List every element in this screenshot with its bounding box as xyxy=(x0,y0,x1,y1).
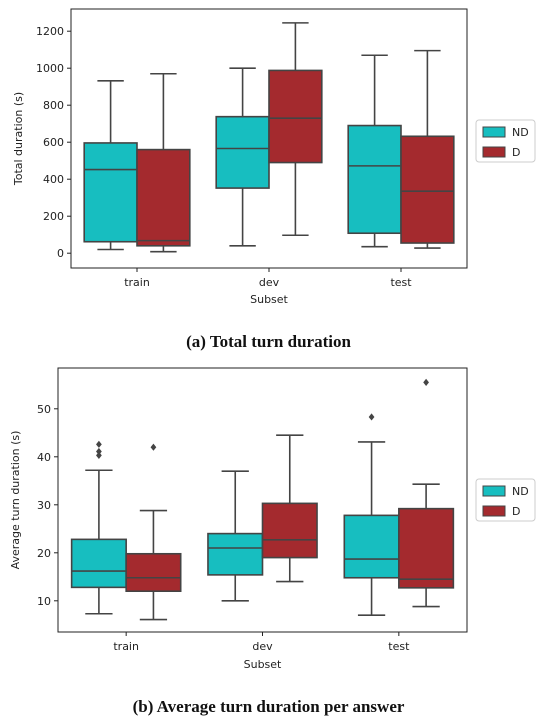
legend: ND D xyxy=(475,119,536,163)
x-tick-label: train xyxy=(124,276,150,289)
chart-panel-1: 0 200 400 600 800 1000 1200 train dev test Subset T… xyxy=(12,8,536,306)
box-body xyxy=(215,115,270,189)
box-ND-dev xyxy=(215,67,270,247)
plot-frame xyxy=(57,367,468,633)
x-tick-label: train xyxy=(113,640,139,653)
outlier-point xyxy=(423,378,429,386)
y-axis-label: Total duration (s) xyxy=(12,92,25,186)
outlier-point xyxy=(150,443,157,451)
box-D-dev xyxy=(268,22,323,237)
legend-label-D: D xyxy=(512,505,520,518)
y-tick-label: 800 xyxy=(43,99,64,112)
y-tick-label: 200 xyxy=(43,210,64,223)
box-D-train xyxy=(136,72,191,253)
x-axis-label: Subset xyxy=(244,658,282,671)
caption-b: (b) Average turn duration per answer xyxy=(132,697,405,716)
box-ND-test xyxy=(343,413,400,617)
caption-a: (a) Total turn duration xyxy=(186,332,351,351)
legend-swatch-D xyxy=(482,146,506,158)
box-body xyxy=(343,514,400,579)
y-tick-label: 1200 xyxy=(36,25,64,38)
legend-swatch-ND xyxy=(482,126,506,138)
box-body xyxy=(125,552,182,593)
box-body xyxy=(400,135,455,244)
x-tick-label: dev xyxy=(252,640,273,653)
legend: ND D xyxy=(475,478,536,522)
box-body xyxy=(136,148,191,247)
box-body xyxy=(261,502,318,559)
y-tick-label: 400 xyxy=(43,173,64,186)
outlier-point xyxy=(368,413,375,421)
legend-label-ND: ND xyxy=(512,126,529,139)
box-body xyxy=(207,532,264,576)
box-body xyxy=(83,142,138,243)
chart-panel-2: 10 20 30 40 50 train dev test Subset Average turn… xyxy=(9,367,536,671)
box-D-dev xyxy=(261,434,318,583)
box-ND-train xyxy=(70,440,127,615)
box-body xyxy=(70,538,127,589)
box-body xyxy=(268,69,323,164)
x-tick-label: test xyxy=(390,276,412,289)
legend-swatch-ND xyxy=(482,485,506,497)
box-D-train xyxy=(125,443,182,621)
y-tick-label: 0 xyxy=(57,247,64,260)
x-axis-label: Subset xyxy=(250,293,288,306)
box-D-test xyxy=(398,378,455,608)
box-D-test xyxy=(400,49,455,249)
x-tick-label: dev xyxy=(259,276,280,289)
y-tick-label: 10 xyxy=(37,595,51,608)
x-tick-label: test xyxy=(388,640,410,653)
box-body xyxy=(398,507,455,589)
y-tick-label: 50 xyxy=(37,403,51,416)
y-tick-label: 40 xyxy=(37,451,51,464)
legend-swatch-D xyxy=(482,505,506,517)
y-tick-label: 20 xyxy=(37,547,51,560)
legend-label-ND: ND xyxy=(512,485,529,498)
box-ND-dev xyxy=(207,470,264,602)
box-ND-test xyxy=(347,54,402,248)
outlier-point xyxy=(96,451,102,459)
outlier-point xyxy=(96,440,102,448)
y-tick-label: 1000 xyxy=(36,62,64,75)
y-axis-label: Average turn duration (s) xyxy=(9,431,22,570)
box-body xyxy=(347,124,402,235)
legend-label-D: D xyxy=(512,146,520,159)
box-ND-train xyxy=(83,79,138,251)
y-tick-label: 30 xyxy=(37,499,51,512)
y-tick-label: 600 xyxy=(43,136,64,149)
outlier-point xyxy=(96,447,102,456)
